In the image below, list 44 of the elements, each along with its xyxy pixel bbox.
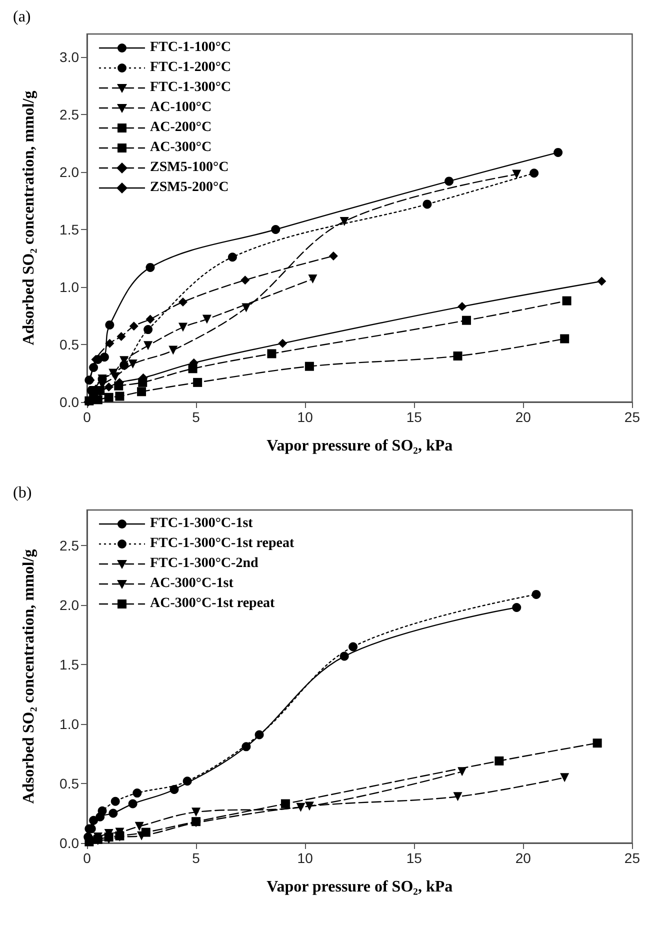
legend-label: FTC-1-100°C [150,40,232,56]
x-tick-label: 5 [192,850,200,866]
x-tick-label: 0 [83,850,92,866]
legend-label: AC-300°C-1st [150,576,234,592]
chart-title: (a) [13,8,31,26]
x-tick-label: 15 [406,409,422,425]
y-tick-label: 1.5 [60,656,80,673]
x-tick-label: 10 [297,409,314,425]
y-tick-label: 2.5 [60,106,80,122]
legend-label: FTC-1-300°C-1st [150,516,253,532]
x-tick-label: 5 [192,409,200,425]
y-axis-title: Adsorbed SO₂ concentration, mmol/g [20,549,38,804]
legend-label: ZSM5-100°C [150,160,229,176]
y-tick-label: 1.5 [60,222,80,238]
chart-title: (b) [13,484,32,502]
legend-label: FTC-1-200°C [150,60,232,76]
x-axis-title: Vapor pressure of SO₂, kPa [266,438,453,454]
x-tick-label: 0 [83,409,92,425]
legend-label: AC-100°C [150,100,212,116]
x-tick-label: 15 [406,850,422,866]
x-tick-label: 20 [515,409,532,425]
y-tick-label: 2.5 [60,538,80,554]
y-tick-label: 2.0 [60,164,80,180]
x-tick-label: 25 [624,409,640,425]
legend-label: AC-200°C [150,120,212,136]
y-tick-label: 0.0 [60,394,80,410]
legend-label: AC-300°C [150,140,212,156]
legend-label: ZSM5-200°C [150,180,229,196]
legend-label: AC-300°C-1st repeat [150,596,275,612]
legend-label: FTC-1-300°C-1st repeat [150,536,294,552]
legend-label: FTC-1-300°C [150,80,232,96]
y-tick-label: 0.5 [60,776,80,792]
y-tick-label: 1.0 [60,279,80,295]
y-tick-label: 0.5 [60,336,80,352]
y-tick-label: 3.0 [60,49,80,65]
y-tick-label: 0.0 [60,835,80,851]
legend-label: FTC-1-300°C-2nd [150,556,258,572]
x-axis-title: Vapor pressure of SO₂, kPa [266,878,453,896]
y-tick-label: 1.0 [60,716,80,732]
x-tick-label: 10 [297,850,314,866]
y-axis-title: Adsorbed SO₂ concentration, mmol/g [20,90,38,346]
x-tick-label: 20 [515,850,532,866]
x-tick-label: 25 [624,850,640,866]
y-tick-label: 2.0 [60,597,80,614]
